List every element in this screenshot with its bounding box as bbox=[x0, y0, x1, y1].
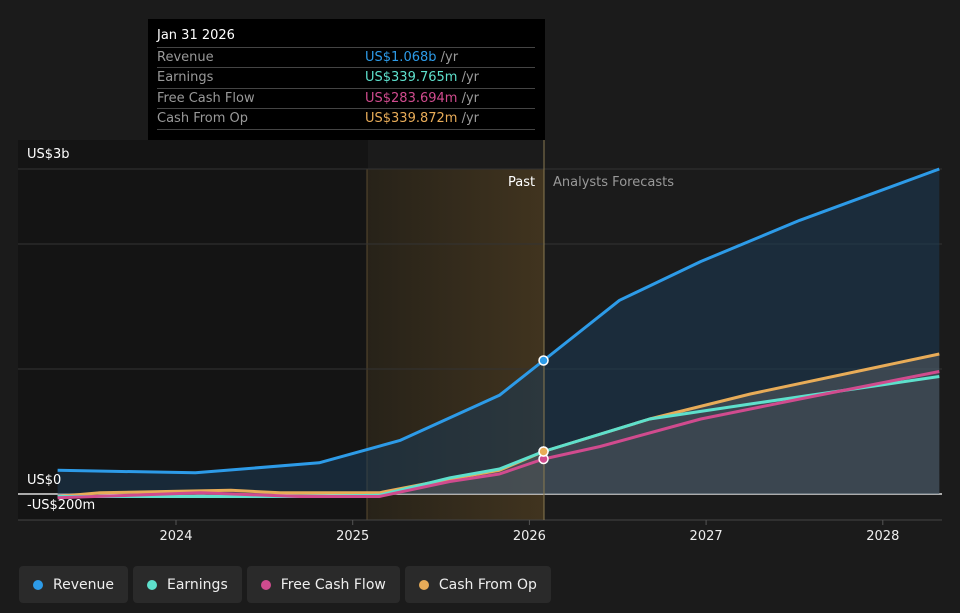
legend-label: Free Cash Flow bbox=[280, 576, 386, 593]
tooltip-row-revenue: Revenue US$1.068b /yr bbox=[157, 47, 535, 68]
y-tick-label: US$3b bbox=[27, 147, 70, 162]
x-tick-label: 2026 bbox=[513, 529, 546, 544]
tooltip-unit: /yr bbox=[461, 91, 480, 106]
cash-from-op-area bbox=[57, 354, 940, 497]
tooltip-date: Jan 31 2026 bbox=[157, 28, 235, 43]
past-background bbox=[18, 140, 368, 520]
series-line-revenue bbox=[57, 167, 940, 475]
revenue-area bbox=[57, 169, 940, 494]
tooltip-label: Cash From Op bbox=[157, 111, 249, 126]
legend-free-cash-flow[interactable]: Free Cash Flow bbox=[246, 566, 400, 603]
earnings-dot-icon bbox=[146, 579, 157, 590]
legend: Revenue Earnings Free Cash Flow Cash Fro… bbox=[19, 566, 551, 603]
data-point-cash-from-op bbox=[538, 446, 549, 457]
tooltip-row-cfo: Cash From Op US$339.872m /yr bbox=[157, 108, 535, 130]
legend-cash-from-op[interactable]: Cash From Op bbox=[404, 566, 551, 603]
y-tick-label: -US$200m bbox=[27, 498, 96, 513]
forecast-label: Analysts Forecasts bbox=[553, 175, 674, 190]
x-tick-label: 2027 bbox=[690, 529, 723, 544]
tooltip-label: Earnings bbox=[157, 70, 214, 85]
tooltip-unit: /yr bbox=[461, 111, 480, 126]
fcf-dot-icon bbox=[260, 579, 271, 590]
tooltip-unit: /yr bbox=[461, 70, 480, 85]
chart-canvas: 2024 2025 2026 2027 2028 bbox=[18, 140, 942, 544]
legend-label: Earnings bbox=[166, 576, 228, 593]
x-tick-label: 2028 bbox=[866, 529, 899, 544]
legend-revenue[interactable]: Revenue bbox=[19, 566, 128, 603]
tooltip-value: US$1.068b bbox=[365, 50, 437, 65]
tooltip-value: US$339.765m bbox=[365, 70, 458, 85]
legend-label: Cash From Op bbox=[438, 576, 537, 593]
legend-earnings[interactable]: Earnings bbox=[132, 566, 242, 603]
revenue-dot-icon bbox=[33, 579, 43, 590]
tooltip-label: Revenue bbox=[157, 50, 214, 65]
past-label: Past bbox=[508, 175, 536, 190]
tooltip-row-earnings: Earnings US$339.765m /yr bbox=[157, 67, 535, 88]
tooltip-unit: /yr bbox=[440, 50, 459, 65]
y-tick-label: US$0 bbox=[27, 473, 62, 488]
series-line-free-cash-flow bbox=[57, 370, 940, 500]
tooltip-label: Free Cash Flow bbox=[157, 91, 255, 106]
tooltip-value: US$339.872m bbox=[365, 111, 458, 126]
cfo-dot-icon bbox=[418, 579, 429, 590]
x-tick-label: 2024 bbox=[159, 529, 192, 544]
tooltip-value: US$283.694m bbox=[365, 91, 458, 106]
x-tick-label: 2025 bbox=[336, 529, 369, 544]
tooltip: Jan 31 2026 Revenue US$1.068b /yr Earning… bbox=[148, 19, 545, 140]
tooltip-row-fcf: Free Cash Flow US$283.694m /yr bbox=[157, 88, 535, 109]
data-point-revenue bbox=[538, 355, 549, 366]
legend-label: Revenue bbox=[53, 576, 114, 593]
